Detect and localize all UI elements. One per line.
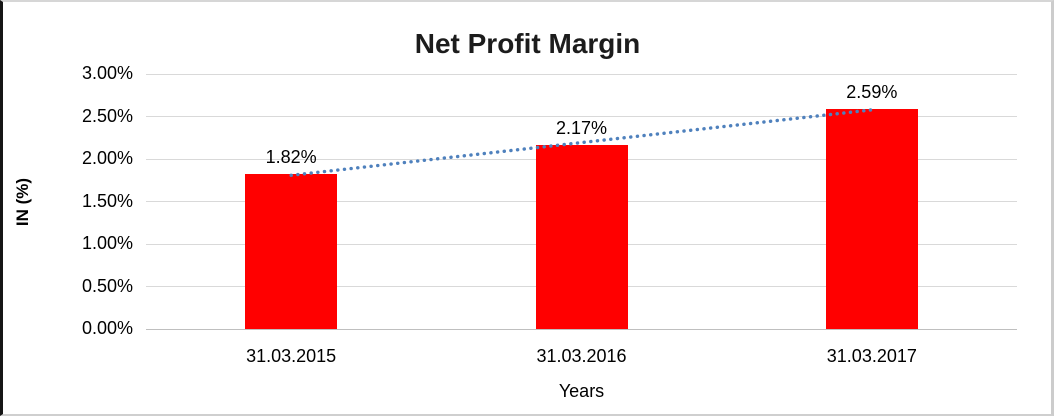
y-tick-label: 1.50% xyxy=(81,190,133,211)
x-axis-title: Years xyxy=(558,381,605,401)
bar-data-label: 2.17% xyxy=(555,117,608,138)
x-tick-label: 31.03.2016 xyxy=(536,346,627,366)
x-tick-label: 31.03.2015 xyxy=(246,346,337,366)
gridline xyxy=(146,73,1017,75)
y-tick-label: 2.00% xyxy=(81,148,133,168)
y-tick-label: 3.00% xyxy=(81,63,133,83)
bar xyxy=(245,174,338,329)
y-tick-label: 2.50% xyxy=(81,105,133,126)
bar xyxy=(535,144,628,329)
x-tick-label: 31.03.2017 xyxy=(826,346,917,366)
bar-data-label: 1.82% xyxy=(265,147,317,168)
bar xyxy=(825,108,918,329)
y-tick-label: 0.00% xyxy=(81,318,133,338)
y-tick-label: 0.50% xyxy=(81,275,133,296)
y-tick-label: 1.00% xyxy=(81,233,133,253)
bar-data-label: 2.59% xyxy=(846,81,898,102)
x-axis-line xyxy=(146,328,1017,330)
chart-title: Net Profit Margin xyxy=(414,28,641,59)
